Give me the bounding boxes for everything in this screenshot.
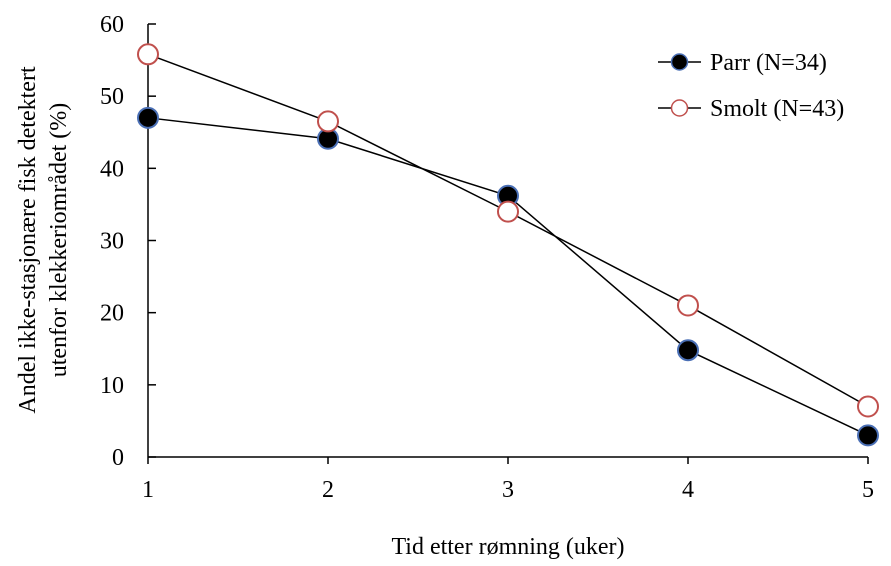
legend: Parr (N=34) Smolt (N=43) [658, 50, 844, 122]
data-point-smolt [677, 294, 699, 317]
y-ticks: 0 10 20 30 40 50 60 [100, 12, 156, 471]
x-tick-label: 2 [322, 477, 334, 503]
data-point-parr [677, 339, 699, 362]
data-point-parr [857, 424, 879, 447]
x-ticks: 1 2 3 4 5 [142, 457, 874, 503]
data-point-smolt [137, 43, 159, 66]
legend-item-smolt: Smolt (N=43) [658, 96, 844, 122]
x-axis-title: Tid etter rømning (uker) [391, 534, 624, 560]
series-line-parr [147, 117, 869, 437]
y-tick-label: 30 [100, 229, 124, 255]
data-point-parr [137, 106, 159, 129]
x-tick-label: 4 [682, 477, 694, 503]
series-layer [137, 43, 879, 447]
y-tick-label: 20 [100, 301, 124, 327]
y-tick-label: 40 [100, 156, 124, 182]
data-point-smolt [317, 110, 339, 133]
data-point-smolt [857, 395, 879, 418]
x-tick-label: 1 [142, 477, 154, 503]
x-tick-label: 5 [862, 477, 874, 503]
y-axis-title-line-2: utenfor klekkeriområdet (%) [46, 103, 72, 378]
legend-label-smolt: Smolt (N=43) [710, 96, 844, 122]
y-tick-label: 0 [112, 445, 124, 471]
y-axis-title-line-1: Andel ikke-stasjonære fisk detektert [15, 66, 41, 414]
axes [147, 24, 868, 458]
y-tick-label: 10 [100, 373, 124, 399]
legend-item-parr: Parr (N=34) [658, 50, 827, 76]
legend-marker-smolt [670, 99, 689, 117]
legend-marker-parr [670, 53, 689, 71]
y-tick-label: 60 [100, 12, 124, 38]
legend-label-parr: Parr (N=34) [710, 50, 827, 76]
x-tick-label: 3 [502, 477, 514, 503]
y-tick-label: 50 [100, 84, 124, 110]
data-point-smolt [497, 200, 519, 223]
